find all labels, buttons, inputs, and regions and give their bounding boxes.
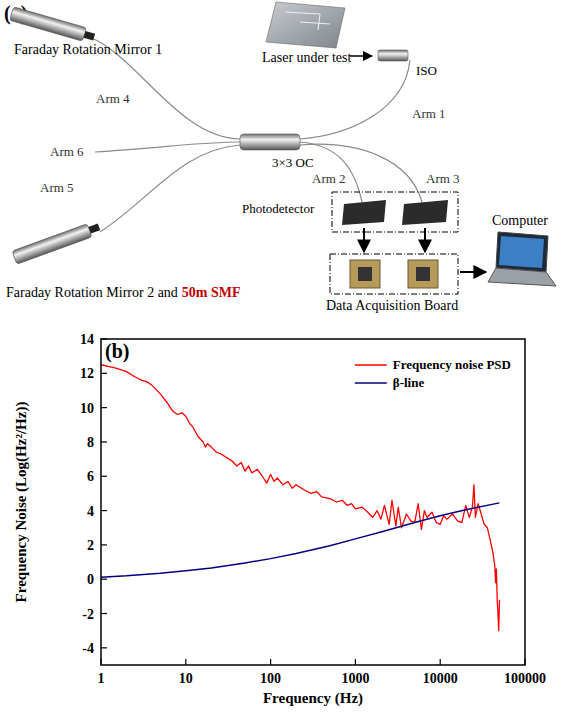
y-tick-label: -2 [82, 607, 94, 622]
component-label: Faraday Rotation Mirror 1 [14, 42, 162, 57]
label-text: Faraday Rotation Mirror 2 and [6, 285, 178, 300]
y-tick [101, 647, 107, 648]
y-tick-label: 0 [87, 572, 94, 587]
y-tick-label: 8 [87, 435, 94, 450]
arrow [460, 271, 486, 273]
y-tick [101, 476, 107, 477]
x-tick-label: 1 [98, 671, 105, 686]
arm-label: Arm 2 [312, 171, 346, 186]
x-tick [100, 659, 101, 665]
label-text: Data Acquisition Board [326, 298, 458, 313]
y-tick [101, 579, 107, 580]
x-tick [524, 659, 525, 665]
laptop-screen [496, 232, 548, 272]
x-tick [355, 659, 356, 665]
daq-chip [416, 267, 430, 281]
photodetector [342, 200, 386, 225]
isolator [378, 50, 408, 61]
label-text: Faraday Rotation Mirror 1 [14, 42, 162, 57]
faraday-mirror-2-tail [88, 224, 100, 234]
x-tick-label: 10 [179, 671, 193, 686]
component-label: Laser under test [262, 50, 352, 65]
daq-board [408, 260, 438, 288]
y-tick [101, 441, 107, 442]
y-axis-title: Frequency Noise (Log(Hz²/Hz)) [13, 402, 30, 603]
component-label: ISO [416, 63, 437, 78]
y-tick-label: 14 [80, 332, 94, 347]
figure: (a)Faraday Rotation Mirror 1Laser under … [0, 0, 562, 715]
x-tick-label: 10000 [423, 671, 458, 686]
faraday-mirror-1-tail [84, 31, 96, 40]
daq-box [330, 254, 458, 294]
pd-box [332, 192, 458, 232]
x-tick-label: 100000 [504, 671, 546, 686]
y-tick-label: 4 [87, 504, 94, 519]
fiber [300, 142, 362, 202]
component-label: Computer [492, 213, 548, 228]
label-text: Laser under test [262, 50, 352, 65]
series-line [101, 365, 499, 631]
legend-swatch [355, 382, 387, 384]
legend: Frequency noise PSD β-line [355, 357, 511, 390]
legend-label: Frequency noise PSD [393, 357, 511, 372]
x-tick [185, 659, 186, 665]
series-line [101, 503, 499, 577]
label-highlight: 50m SMF [182, 285, 241, 300]
faraday-mirror-1-body [10, 7, 87, 41]
y-tick-label: -4 [82, 641, 94, 656]
plot-frame [101, 339, 525, 665]
panel-label: (b) [105, 340, 129, 363]
arm-label: Arm 3 [426, 171, 460, 186]
arrow [424, 228, 426, 252]
component-label: Photodetector [242, 201, 315, 216]
fiber [95, 142, 240, 152]
y-tick [101, 407, 107, 408]
arm-label: Arm 5 [40, 180, 74, 195]
daq-chip [358, 267, 372, 281]
fiber [100, 145, 240, 232]
component-label: Faraday Rotation Mirror 2 and 50m SMF [6, 285, 241, 300]
y-tick [101, 613, 107, 614]
daq-board [350, 260, 380, 288]
y-tick-label: 6 [87, 469, 94, 484]
component-label: 3×3 OC [272, 155, 314, 170]
x-tick [440, 659, 441, 665]
label-text: ISO [416, 63, 437, 78]
y-tick-label: 12 [80, 366, 94, 381]
legend-swatch [355, 364, 387, 366]
component-label: Data Acquisition Board [326, 298, 458, 313]
arm-label: Arm 6 [50, 144, 84, 159]
photodetector [402, 200, 448, 225]
arm-label: Arm 1 [412, 106, 446, 121]
laser-chip [266, 2, 345, 48]
label-text: Computer [492, 213, 548, 228]
faraday-mirror-1 [10, 7, 97, 44]
panel-a: (a)Faraday Rotation Mirror 1Laser under … [4, 2, 556, 313]
y-tick [101, 510, 107, 511]
coupler [240, 134, 300, 150]
y-tick-label: 2 [87, 538, 94, 553]
faraday-mirror-2 [12, 220, 101, 264]
fiber [300, 144, 422, 202]
label-text: 3×3 OC [272, 155, 314, 170]
x-axis-title: Frequency (Hz) [263, 690, 363, 707]
panel-b: 1 10 100 1000 10000 100000 -4 -2 0 2 4 6 8 10 12 14 Freq… [13, 332, 546, 707]
laptop-base [488, 268, 556, 286]
arm-label: Arm 4 [96, 91, 130, 106]
chip-trace [285, 12, 330, 30]
arrow [350, 55, 372, 57]
y-tick [101, 544, 107, 545]
y-tick-label: 10 [80, 401, 94, 416]
y-tick [101, 373, 107, 374]
arrow [363, 228, 365, 252]
fiber [300, 60, 410, 139]
laptop-display [499, 236, 544, 268]
x-tick-label: 1000 [341, 671, 369, 686]
faraday-mirror-2-body [12, 224, 92, 265]
x-tick-label: 100 [260, 671, 281, 686]
series-group [101, 365, 499, 631]
label-text: Photodetector [242, 201, 315, 216]
legend-label: β-line [393, 375, 425, 390]
x-tick [270, 659, 271, 665]
